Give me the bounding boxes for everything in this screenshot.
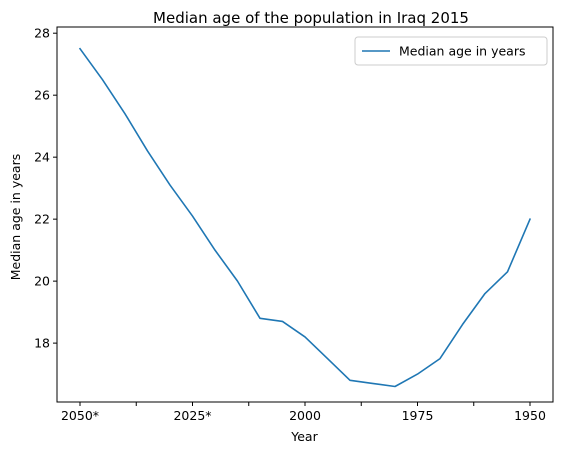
data-point [461, 323, 463, 325]
data-point [529, 218, 531, 220]
y-axis-label: Median age in years [8, 154, 23, 280]
data-point [484, 292, 486, 294]
data-point [259, 317, 261, 319]
data-point [101, 78, 103, 80]
data-point [371, 382, 373, 384]
legend: Median age in years [354, 36, 548, 66]
data-point [281, 320, 283, 322]
data-point [326, 357, 328, 359]
data-point [304, 336, 306, 338]
chart-title: Median age of the population in Iraq 201… [153, 9, 469, 27]
plot-frame [56, 26, 554, 403]
x-tick-label: 1975 [402, 408, 434, 423]
data-point [79, 47, 81, 49]
x-tick-label: 2025* [173, 408, 211, 423]
data-point [236, 280, 238, 282]
y-tick-label: 22 [34, 212, 50, 227]
axis-ticks: 18 20 22 24 26 28 2050* 2025* 2000 1975 1950 [34, 26, 546, 423]
y-tick-label: 26 [34, 88, 50, 103]
data-point [191, 215, 193, 217]
y-tick-label: 28 [34, 26, 50, 41]
series-layer [78, 47, 532, 388]
data-point [146, 150, 148, 152]
data-point [169, 184, 171, 186]
y-tick-label: 24 [34, 150, 50, 165]
data-point [349, 379, 351, 381]
data-point [394, 385, 396, 387]
plot-axes [56, 26, 554, 403]
legend-label: Median age in years [399, 44, 525, 59]
x-tick-label: 2000 [289, 408, 321, 423]
data-point [506, 271, 508, 273]
data-point [124, 113, 126, 115]
data-point [416, 373, 418, 375]
legend-box [354, 36, 548, 66]
series-line [78, 47, 532, 388]
x-tick-label: 1950 [514, 408, 546, 423]
data-point [439, 357, 441, 359]
y-tick-label: 18 [34, 336, 50, 351]
y-tick-label: 20 [34, 274, 50, 289]
x-tick-label: 2050* [61, 408, 99, 423]
data-point [214, 249, 216, 251]
x-axis-label: Year [290, 429, 318, 444]
